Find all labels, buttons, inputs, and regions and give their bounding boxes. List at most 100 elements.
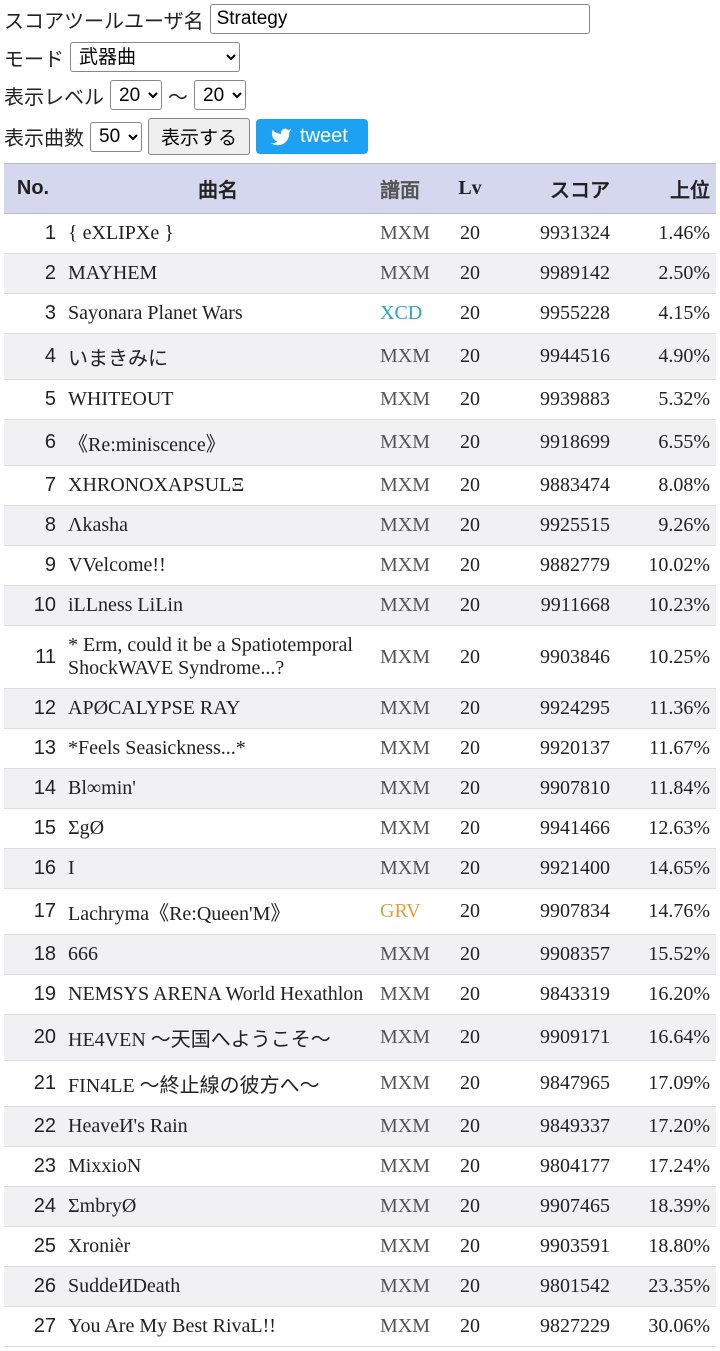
cell-title[interactable]: HE4VEN ～天国へようこそ～ <box>62 1015 374 1061</box>
cell-score: 9882779 <box>496 546 616 586</box>
cell-lv: 20 <box>444 380 496 420</box>
cell-diff: MXM <box>374 1187 444 1227</box>
cell-score: 9925515 <box>496 506 616 546</box>
mode-label: モード <box>4 43 64 72</box>
cell-diff: MXM <box>374 626 444 689</box>
cell-title[interactable]: いまきみに <box>62 334 374 380</box>
cell-score: 9941466 <box>496 809 616 849</box>
cell-title[interactable]: * Erm, could it be a Spatiotemporal Shoc… <box>62 626 374 689</box>
mode-select[interactable]: 武器曲 <box>70 42 240 72</box>
cell-title[interactable]: MixxioN <box>62 1147 374 1187</box>
cell-title[interactable]: iLLness LiLin <box>62 586 374 626</box>
table-row: 22HeaveИ's RainMXM20984933717.20% <box>4 1107 716 1147</box>
cell-lv: 20 <box>444 254 496 294</box>
cell-no: 6 <box>4 420 62 466</box>
table-row: 17Lachryma《Re:Queen'M》GRV20990783414.76% <box>4 889 716 935</box>
cell-no: 8 <box>4 506 62 546</box>
cell-score: 9911668 <box>496 586 616 626</box>
score-table: No. 曲名 譜面 Lv スコア 上位 1{ eXLIPXe }MXM20993… <box>4 163 716 1347</box>
cell-diff: MXM <box>374 975 444 1015</box>
cell-title[interactable]: Xronièr <box>62 1227 374 1267</box>
cell-diff: MXM <box>374 546 444 586</box>
cell-score: 9939883 <box>496 380 616 420</box>
cell-diff: MXM <box>374 729 444 769</box>
cell-no: 5 <box>4 380 62 420</box>
cell-title[interactable]: FIN4LE ～終止線の彼方へ～ <box>62 1061 374 1107</box>
table-row: 21FIN4LE ～終止線の彼方へ～MXM20984796517.09% <box>4 1061 716 1107</box>
table-row: 24ΣmbryØMXM20990746518.39% <box>4 1187 716 1227</box>
cell-title[interactable]: 《Re:miniscence》 <box>62 420 374 466</box>
count-label: 表示曲数 <box>4 122 84 151</box>
header-lv[interactable]: Lv <box>444 164 496 214</box>
cell-title[interactable]: Sayonara Planet Wars <box>62 294 374 334</box>
username-input[interactable] <box>210 4 590 34</box>
cell-title[interactable]: APØCALYPSE RAY <box>62 689 374 729</box>
cell-rank: 4.15% <box>616 294 716 334</box>
cell-no: 21 <box>4 1061 62 1107</box>
cell-lv: 20 <box>444 1147 496 1187</box>
cell-score: 9847965 <box>496 1061 616 1107</box>
cell-title[interactable]: I <box>62 849 374 889</box>
cell-lv: 20 <box>444 506 496 546</box>
cell-no: 20 <box>4 1015 62 1061</box>
cell-no: 3 <box>4 294 62 334</box>
cell-lv: 20 <box>444 214 496 254</box>
table-body: 1{ eXLIPXe }MXM2099313241.46%2MAYHEMMXM2… <box>4 214 716 1347</box>
cell-rank: 16.20% <box>616 975 716 1015</box>
header-rank[interactable]: 上位 <box>616 164 716 214</box>
cell-lv: 20 <box>444 809 496 849</box>
cell-title[interactable]: ΣmbryØ <box>62 1187 374 1227</box>
table-row: 8ΛkashaMXM2099255159.26% <box>4 506 716 546</box>
cell-score: 9903591 <box>496 1227 616 1267</box>
cell-title[interactable]: Bl∞min' <box>62 769 374 809</box>
cell-score: 9907834 <box>496 889 616 935</box>
cell-lv: 20 <box>444 1061 496 1107</box>
cell-lv: 20 <box>444 975 496 1015</box>
header-score[interactable]: スコア <box>496 164 616 214</box>
level-max-select[interactable]: 20 <box>194 80 246 110</box>
cell-title[interactable]: XHRONOXAPSULΞ <box>62 466 374 506</box>
cell-score: 9909171 <box>496 1015 616 1061</box>
cell-title[interactable]: Lachryma《Re:Queen'M》 <box>62 889 374 935</box>
cell-no: 15 <box>4 809 62 849</box>
cell-title[interactable]: SuddeИDeath <box>62 1267 374 1307</box>
header-diff[interactable]: 譜面 <box>374 164 444 214</box>
cell-diff: MXM <box>374 380 444 420</box>
cell-score: 9801542 <box>496 1267 616 1307</box>
cell-title[interactable]: WHITEOUT <box>62 380 374 420</box>
cell-title[interactable]: Λkasha <box>62 506 374 546</box>
table-row: 3Sayonara Planet WarsXCD2099552284.15% <box>4 294 716 334</box>
show-button[interactable]: 表示する <box>148 118 250 155</box>
cell-lv: 20 <box>444 729 496 769</box>
cell-diff: MXM <box>374 1267 444 1307</box>
cell-score: 9920137 <box>496 729 616 769</box>
cell-no: 18 <box>4 935 62 975</box>
table-row: 20HE4VEN ～天国へようこそ～MXM20990917116.64% <box>4 1015 716 1061</box>
table-row: 19NEMSYS ARENA World HexathlonMXM2098433… <box>4 975 716 1015</box>
cell-title[interactable]: { eXLIPXe } <box>62 214 374 254</box>
cell-title[interactable]: ΣgØ <box>62 809 374 849</box>
level-label: 表示レベル <box>4 81 104 110</box>
cell-score: 9827229 <box>496 1307 616 1347</box>
cell-title[interactable]: VVelcome!! <box>62 546 374 586</box>
level-row: 表示レベル 20 ～ 20 <box>4 80 716 110</box>
header-no[interactable]: No. <box>4 164 62 214</box>
cell-no: 10 <box>4 586 62 626</box>
cell-diff: MXM <box>374 420 444 466</box>
cell-score: 9903846 <box>496 626 616 689</box>
cell-lv: 20 <box>444 294 496 334</box>
cell-title[interactable]: NEMSYS ARENA World Hexathlon <box>62 975 374 1015</box>
cell-title[interactable]: You Are My Best RivaL!! <box>62 1307 374 1347</box>
cell-title[interactable]: *Feels Seasickness...* <box>62 729 374 769</box>
cell-title[interactable]: MAYHEM <box>62 254 374 294</box>
cell-title[interactable]: 666 <box>62 935 374 975</box>
cell-no: 19 <box>4 975 62 1015</box>
table-row: 23MixxioNMXM20980417717.24% <box>4 1147 716 1187</box>
cell-title[interactable]: HeaveИ's Rain <box>62 1107 374 1147</box>
header-title[interactable]: 曲名 <box>62 164 374 214</box>
level-min-select[interactable]: 20 <box>110 80 162 110</box>
cell-score: 9907465 <box>496 1187 616 1227</box>
count-select[interactable]: 50 <box>90 122 142 152</box>
tweet-button[interactable]: tweet <box>256 119 368 154</box>
cell-score: 9843319 <box>496 975 616 1015</box>
